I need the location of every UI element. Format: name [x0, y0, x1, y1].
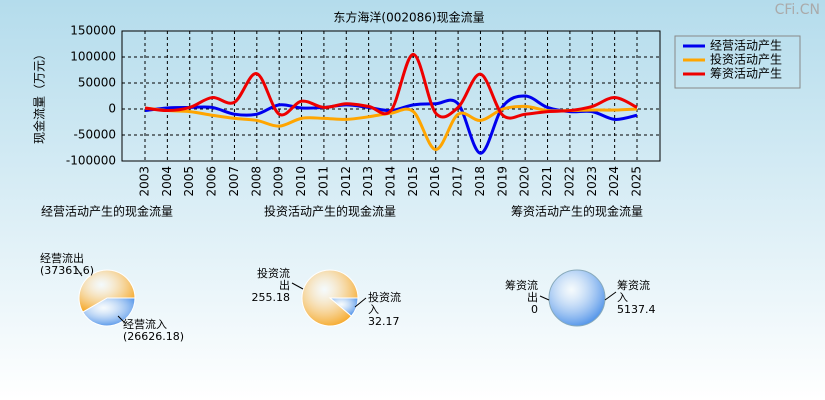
leader-line — [604, 291, 617, 301]
legend-box — [674, 35, 801, 89]
x-tick-label: 2023 — [585, 166, 599, 197]
x-tick-label: 2019 — [495, 166, 509, 197]
x-tick-label: 2025 — [630, 166, 644, 197]
pie-value: 32.17 — [368, 315, 400, 328]
leader-line — [354, 297, 367, 308]
pie-label: 筹资流出 — [505, 279, 538, 304]
x-tick-label: 2010 — [294, 166, 308, 197]
pie-label: 投资流出 — [257, 267, 290, 292]
leader-line — [117, 315, 125, 323]
x-tick-label: 2018 — [473, 166, 487, 197]
pie-label: 投资流入 — [368, 291, 401, 316]
x-tick-label: 2006 — [205, 166, 219, 197]
pie-value: (26626.18) — [123, 330, 185, 343]
leader-line — [539, 295, 550, 301]
x-tick-label: 2004 — [160, 166, 174, 197]
y-tick-label: 0 — [108, 102, 116, 116]
pie-title: 筹资活动产生的现金流量 — [511, 204, 643, 219]
pie-slice — [301, 269, 359, 327]
x-tick-label: 2008 — [249, 166, 263, 197]
legend-label: 经营活动产生 — [710, 39, 782, 53]
pie-title: 经营活动产生的现金流量 — [41, 204, 173, 219]
x-tick-label: 2022 — [562, 166, 576, 197]
legend-label: 投资活动产生 — [710, 52, 782, 67]
watermark: CFi.CN — [775, 2, 820, 18]
x-tick-label: 2012 — [339, 166, 353, 197]
x-tick-label: 2021 — [540, 166, 554, 197]
pie-title: 投资活动产生的现金流量 — [264, 204, 396, 219]
x-tick-label: 2024 — [607, 166, 621, 197]
x-tick-label: 2020 — [518, 166, 532, 197]
leader-line — [74, 265, 83, 277]
x-tick-label: 2014 — [384, 166, 398, 197]
pie-value: 0 — [531, 303, 538, 316]
pie-label: 经营流入 — [123, 318, 167, 331]
leader-line — [291, 282, 304, 290]
x-tick-label: 2015 — [406, 166, 420, 197]
pie-label: 筹资流入 — [617, 279, 650, 304]
pie-value: 255.18 — [251, 291, 291, 304]
pie-slice — [548, 269, 606, 327]
y-tick-label: 100000 — [70, 50, 116, 64]
pie-label: 经营流出 — [40, 252, 84, 265]
x-tick-label: 2003 — [138, 166, 152, 197]
pie-value: 5137.4 — [617, 303, 656, 316]
x-tick-label: 2011 — [316, 166, 330, 197]
x-tick-label: 2005 — [182, 166, 196, 197]
series-line — [144, 52, 638, 120]
y-tick-label: 50000 — [78, 76, 116, 90]
legend-label: 筹资活动产生 — [710, 67, 782, 81]
x-tick-label: 2017 — [451, 166, 465, 197]
y-tick-label: -100000 — [66, 154, 116, 168]
x-tick-label: 2016 — [428, 166, 442, 197]
pie-value: (37361.6) — [40, 264, 95, 277]
x-tick-label: 2009 — [272, 166, 286, 197]
pie-slice — [78, 269, 136, 313]
x-tick-label: 2007 — [227, 166, 241, 197]
y-tick-label: 150000 — [70, 24, 116, 38]
y-tick-label: -50000 — [73, 128, 116, 142]
chart-title: 东方海洋(002086)现金流量 — [333, 10, 484, 25]
y-axis-label: 现金流量（万元） — [32, 48, 47, 144]
x-tick-label: 2013 — [361, 166, 375, 197]
